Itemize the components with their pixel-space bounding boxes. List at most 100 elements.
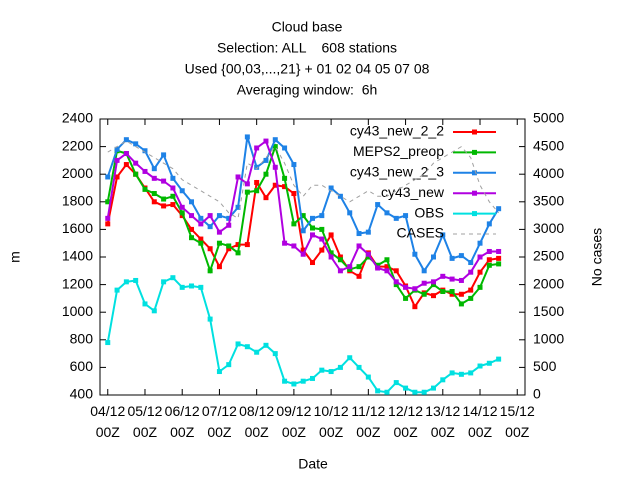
data-point <box>486 360 492 366</box>
data-point <box>412 286 418 292</box>
data-point <box>328 254 334 260</box>
data-point <box>375 202 381 208</box>
data-point <box>170 202 176 208</box>
x-tick-label: 09/12 00Z <box>276 403 312 440</box>
data-point <box>375 262 381 268</box>
y-tick-label: 2400 <box>62 110 93 126</box>
data-point <box>347 266 353 272</box>
y-tick-label: 800 <box>70 331 94 347</box>
data-point <box>496 248 502 254</box>
y-tick-label: 1400 <box>62 248 93 264</box>
data-point <box>161 178 167 184</box>
data-point <box>151 199 157 205</box>
data-point <box>179 204 185 210</box>
data-point <box>207 246 213 252</box>
data-point <box>151 191 157 197</box>
data-point <box>496 356 502 362</box>
chart-subtitle: Used {00,03,...,21} + 01 02 04 05 07 08 <box>185 61 430 77</box>
data-point <box>430 282 436 288</box>
data-point <box>254 349 260 355</box>
data-point <box>105 215 111 221</box>
data-point <box>272 144 278 150</box>
data-point <box>142 168 148 174</box>
data-point <box>244 242 250 248</box>
data-point <box>496 255 502 261</box>
data-point <box>235 204 241 210</box>
data-point <box>468 287 474 293</box>
data-point <box>328 185 334 191</box>
data-point <box>337 257 343 263</box>
data-point <box>356 231 362 237</box>
y2-tick-label: 0 <box>533 386 541 402</box>
data-point <box>291 221 297 227</box>
y-tick-label: 400 <box>70 386 94 402</box>
y-tick-label: 1600 <box>62 220 93 236</box>
data-point <box>263 195 269 201</box>
legend-label: cy43_new_2_3 <box>350 164 444 180</box>
data-point <box>254 179 260 185</box>
data-point <box>412 304 418 310</box>
data-point <box>449 289 455 294</box>
y2-tick-label: 4500 <box>533 137 564 153</box>
data-point <box>133 171 139 177</box>
data-point <box>272 164 278 170</box>
chart-title: Cloud base <box>272 19 343 35</box>
data-point <box>477 254 483 260</box>
data-point <box>291 162 297 168</box>
data-point <box>412 389 418 395</box>
data-point <box>300 213 306 219</box>
data-point <box>393 215 399 221</box>
data-point <box>216 369 222 375</box>
data-point <box>291 381 297 387</box>
data-point <box>114 157 120 163</box>
data-point <box>337 254 343 260</box>
data-point <box>468 260 474 266</box>
data-point <box>449 291 455 297</box>
data-point <box>356 264 362 270</box>
data-point <box>477 269 483 275</box>
data-point <box>449 255 455 261</box>
data-point <box>123 162 129 168</box>
data-point <box>226 222 232 228</box>
data-point <box>393 268 399 274</box>
data-point <box>458 371 464 377</box>
data-point <box>421 280 427 286</box>
legend-label: OBS <box>414 204 444 220</box>
legend-label: CASES <box>397 225 444 241</box>
data-point <box>477 240 483 246</box>
data-point <box>105 221 111 227</box>
y2-tick-label: 2000 <box>533 275 564 291</box>
data-point <box>468 370 474 376</box>
data-point <box>384 389 390 395</box>
data-point <box>263 138 269 144</box>
data-point <box>365 251 371 257</box>
data-point <box>235 174 241 180</box>
data-point <box>300 228 306 234</box>
data-point <box>170 193 176 199</box>
data-point <box>310 260 315 266</box>
data-point <box>421 389 427 395</box>
data-point <box>477 363 483 369</box>
data-point <box>356 364 362 370</box>
data-point <box>300 251 306 257</box>
y2-tick-label: 1000 <box>533 331 564 347</box>
data-point <box>189 235 195 241</box>
legend-label: cy43_new_2_2 <box>350 123 444 139</box>
data-point <box>189 283 195 289</box>
data-point <box>282 378 288 384</box>
legend-label: MEPS2_preop <box>353 143 444 159</box>
x-axis-label: Date <box>298 456 328 472</box>
data-point <box>319 213 325 219</box>
y-axis-label: m <box>7 251 23 263</box>
data-point <box>421 268 427 274</box>
y-tick-label: 2200 <box>62 137 93 153</box>
series-line <box>107 140 500 220</box>
x-tick-label: 08/12 00Z <box>239 403 275 440</box>
data-point <box>133 160 139 166</box>
data-point <box>254 145 260 151</box>
data-point <box>356 273 362 279</box>
data-point <box>189 199 195 205</box>
data-point <box>244 344 250 350</box>
chart-subtitle: Averaging window: 6h <box>237 82 378 98</box>
